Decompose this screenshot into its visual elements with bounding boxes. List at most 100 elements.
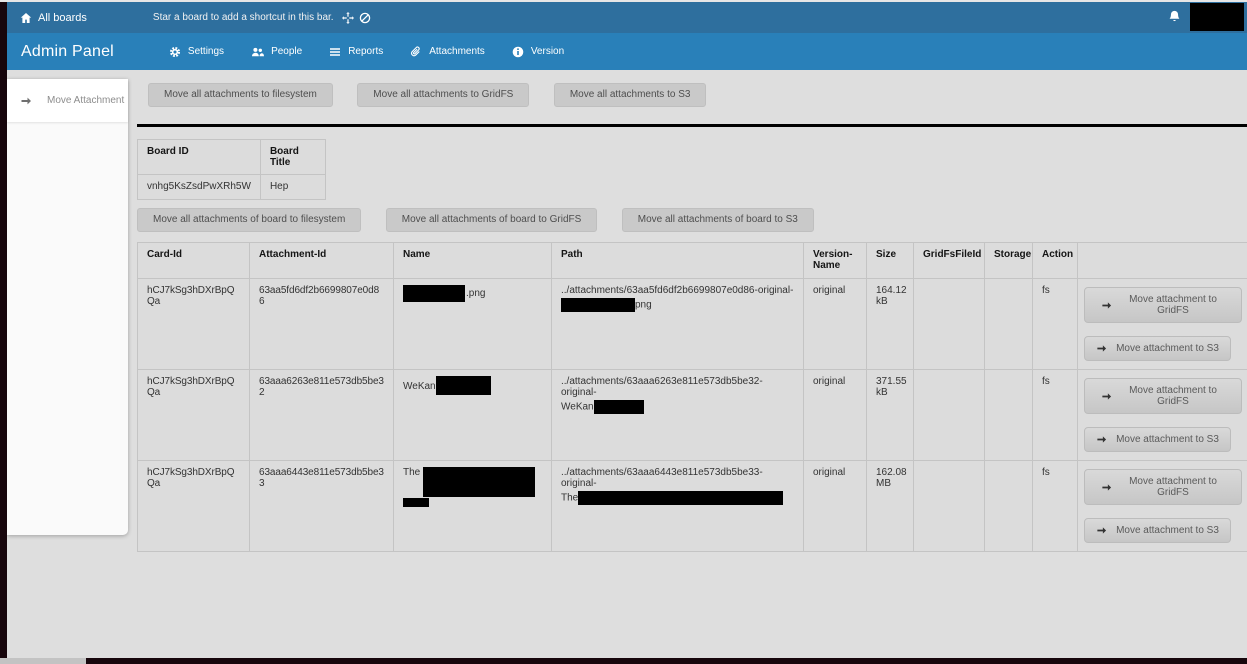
move-all-to-filesystem-button[interactable]: Move all attachments to filesystem bbox=[148, 83, 333, 107]
redacted-name-box bbox=[403, 498, 429, 507]
version-name-cell: original bbox=[804, 461, 867, 552]
nav-reports[interactable]: Reports bbox=[329, 46, 383, 58]
move-board-to-gridfs-button[interactable]: Move all attachments of board to GridFS bbox=[386, 208, 598, 232]
admin-nav: Settings People Reports Attachments bbox=[169, 46, 591, 58]
arrow-right-icon bbox=[1096, 525, 1107, 536]
info-icon bbox=[512, 46, 524, 58]
people-icon bbox=[251, 46, 264, 58]
action-cell: fs bbox=[1033, 461, 1078, 552]
move-attachment-to-s3-button[interactable]: Move attachment to S3 bbox=[1084, 336, 1231, 361]
nav-version[interactable]: Version bbox=[512, 46, 564, 58]
gridfsfileid-cell bbox=[914, 370, 985, 461]
storage-cell bbox=[985, 461, 1033, 552]
size-header: Size bbox=[867, 243, 914, 279]
move-all-to-s3-button[interactable]: Move all attachments to S3 bbox=[554, 83, 707, 107]
move-cross-icon[interactable] bbox=[342, 12, 354, 24]
board-table-header-row: Board ID Board Title bbox=[138, 140, 326, 175]
size-cell: 164.12 kB bbox=[867, 279, 914, 370]
path-cell: ../attachments/63aaa6443e811e573db5be33-… bbox=[552, 461, 804, 552]
move-attachment-to-s3-button[interactable]: Move attachment to S3 bbox=[1084, 427, 1231, 452]
redacted-path-box bbox=[578, 491, 783, 505]
sidebar-item-label: Move Attachment bbox=[47, 95, 124, 106]
user-menu-redacted[interactable] bbox=[1190, 3, 1244, 31]
gridfsfileid-cell bbox=[914, 461, 985, 552]
storage-cell bbox=[985, 370, 1033, 461]
move-board-to-s3-button[interactable]: Move all attachments of board to S3 bbox=[622, 208, 814, 232]
attachment-id-cell: 63aa5fd6df2b6699807e0d86 bbox=[250, 279, 394, 370]
path-header: Path bbox=[552, 243, 804, 279]
table-row: hCJ7kSg3hDXrBpQQa 63aaa6263e811e573db5be… bbox=[138, 370, 1247, 461]
ban-icon[interactable] bbox=[359, 12, 371, 24]
buttons-header bbox=[1078, 243, 1247, 279]
board-table: Board ID Board Title vnhg5KsZsdPwXRh5W H… bbox=[137, 139, 326, 200]
horizontal-scrollbar[interactable] bbox=[0, 658, 1247, 664]
all-boards-link[interactable]: All boards bbox=[20, 12, 87, 24]
arrow-right-icon bbox=[1096, 434, 1107, 445]
global-buttons-row: Move all attachments to filesystem Move … bbox=[148, 83, 1247, 107]
main-content: Move all attachments to filesystem Move … bbox=[137, 72, 1247, 552]
left-dark-edge bbox=[0, 2, 7, 664]
wekan-admin-screen: All boards Star a board to add a shortcu… bbox=[0, 0, 1247, 664]
gear-icon bbox=[169, 46, 181, 58]
path-cell: ../attachments/63aaa6263e811e573db5be32-… bbox=[552, 370, 804, 461]
board-title-header: Board Title bbox=[260, 140, 325, 175]
all-boards-label: All boards bbox=[38, 12, 87, 24]
name-cell: .png bbox=[394, 279, 552, 370]
star-board-hint: Star a board to add a shortcut in this b… bbox=[153, 12, 334, 23]
admin-bar: Admin Panel Settings People Reports bbox=[0, 33, 1247, 70]
redacted-name-box bbox=[403, 285, 465, 302]
attachment-id-header: Attachment-Id bbox=[250, 243, 394, 279]
version-name-cell: original bbox=[804, 279, 867, 370]
arrow-right-icon bbox=[1101, 300, 1112, 311]
card-id-header: Card-Id bbox=[138, 243, 250, 279]
redacted-path-box bbox=[561, 298, 635, 312]
page-title: Admin Panel bbox=[21, 43, 114, 61]
table-row: hCJ7kSg3hDXrBpQQa 63aaa6443e811e573db5be… bbox=[138, 461, 1247, 552]
arrow-right-icon bbox=[20, 95, 32, 107]
admin-sidebar: Move Attachment bbox=[7, 79, 128, 535]
nav-people[interactable]: People bbox=[251, 46, 302, 58]
storage-header: Storage bbox=[985, 243, 1033, 279]
move-attachment-to-gridfs-button[interactable]: Move attachment to GridFS bbox=[1084, 469, 1242, 505]
redacted-path-box bbox=[594, 400, 644, 414]
path-cell: ../attachments/63aa5fd6df2b6699807e0d86-… bbox=[552, 279, 804, 370]
board-id-cell: vnhg5KsZsdPwXRh5W bbox=[138, 175, 261, 200]
storage-cell bbox=[985, 279, 1033, 370]
action-cell: fs bbox=[1033, 370, 1078, 461]
top-bar: All boards Star a board to add a shortcu… bbox=[0, 2, 1247, 33]
board-table-row: vnhg5KsZsdPwXRh5W Hep bbox=[138, 175, 326, 200]
name-cell: The bbox=[394, 461, 552, 552]
size-cell: 162.08 MB bbox=[867, 461, 914, 552]
action-header: Action bbox=[1033, 243, 1078, 279]
redacted-name-box bbox=[423, 467, 535, 497]
card-id-cell: hCJ7kSg3hDXrBpQQa bbox=[138, 279, 250, 370]
attachment-id-cell: 63aaa6443e811e573db5be33 bbox=[250, 461, 394, 552]
list-icon bbox=[329, 46, 341, 58]
horizontal-scrollbar-thumb[interactable] bbox=[0, 658, 86, 664]
divider-rule bbox=[137, 124, 1247, 127]
move-attachment-to-gridfs-button[interactable]: Move attachment to GridFS bbox=[1084, 378, 1242, 414]
redacted-name-box bbox=[436, 376, 491, 395]
gridfsfileid-cell bbox=[914, 279, 985, 370]
bell-icon[interactable] bbox=[1168, 10, 1181, 24]
move-board-to-filesystem-button[interactable]: Move all attachments of board to filesys… bbox=[137, 208, 361, 232]
card-id-cell: hCJ7kSg3hDXrBpQQa bbox=[138, 461, 250, 552]
version-name-header: Version-Name bbox=[804, 243, 867, 279]
arrow-right-icon bbox=[1101, 482, 1112, 493]
row-buttons-cell: Move attachment to GridFS Move attachmen… bbox=[1078, 279, 1247, 370]
name-cell: WeKan bbox=[394, 370, 552, 461]
board-title-cell: Hep bbox=[260, 175, 325, 200]
nav-settings[interactable]: Settings bbox=[169, 46, 224, 58]
paperclip-icon bbox=[410, 46, 422, 58]
move-attachment-to-s3-button[interactable]: Move attachment to S3 bbox=[1084, 518, 1231, 543]
card-id-cell: hCJ7kSg3hDXrBpQQa bbox=[138, 370, 250, 461]
board-id-header: Board ID bbox=[138, 140, 261, 175]
move-attachment-to-gridfs-button[interactable]: Move attachment to GridFS bbox=[1084, 287, 1242, 323]
move-all-to-gridfs-button[interactable]: Move all attachments to GridFS bbox=[357, 83, 529, 107]
action-cell: fs bbox=[1033, 279, 1078, 370]
row-buttons-cell: Move attachment to GridFS Move attachmen… bbox=[1078, 370, 1247, 461]
arrow-right-icon bbox=[1101, 391, 1112, 402]
version-name-cell: original bbox=[804, 370, 867, 461]
nav-attachments[interactable]: Attachments bbox=[410, 46, 485, 58]
sidebar-item-move-attachment[interactable]: Move Attachment bbox=[7, 79, 128, 122]
